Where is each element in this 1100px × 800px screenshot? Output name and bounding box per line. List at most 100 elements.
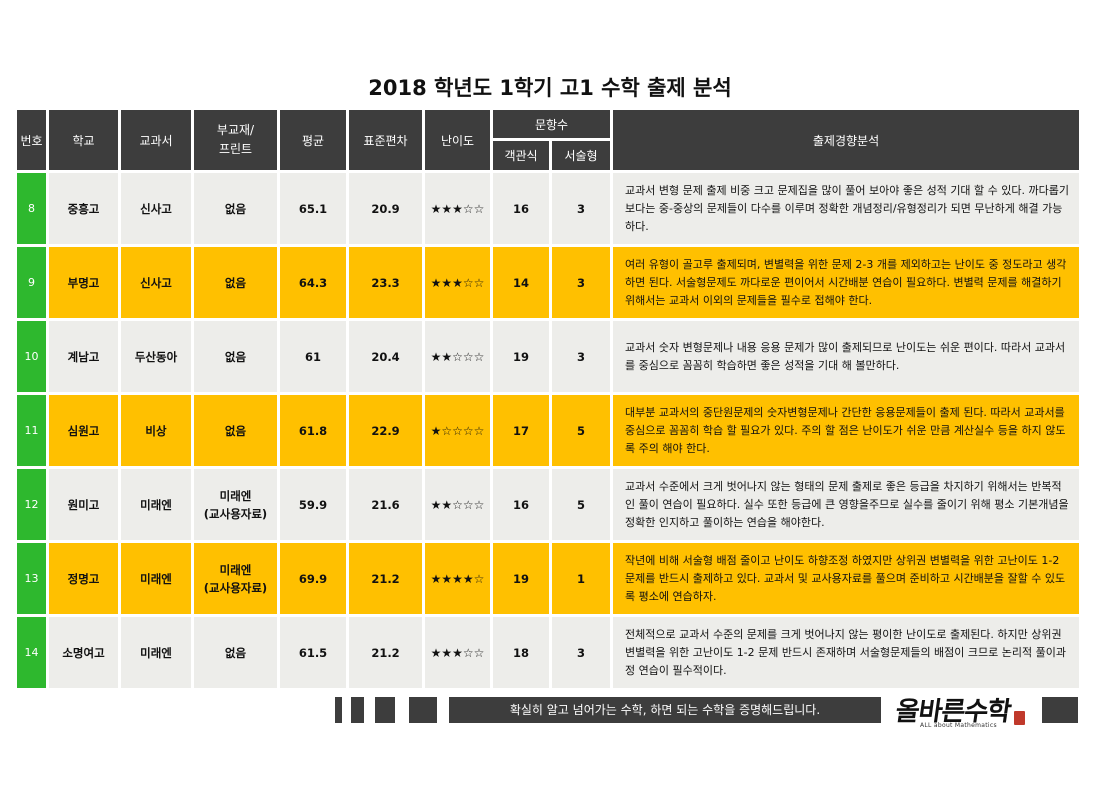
essay-count-cell: 3 (552, 173, 610, 244)
row-number: 9 (17, 247, 46, 318)
school-cell: 원미고 (49, 469, 118, 540)
average-cell: 61 (280, 321, 346, 392)
difficulty-cell: ★☆☆☆☆ (425, 395, 490, 466)
analysis-cell: 교과서 변형 문제 출제 비중 크고 문제집을 많이 풀어 보아야 좋은 성적 … (613, 173, 1079, 244)
row-number: 12 (17, 469, 46, 540)
essay-count-cell: 1 (552, 543, 610, 614)
table-row: 12 원미고 미래엔 미래엔 (교사용자료) 59.9 21.6 ★★☆☆☆ 16 5 교과서 수… (17, 469, 1079, 540)
stddev-cell: 23.3 (349, 247, 422, 318)
stddev-cell: 21.2 (349, 617, 422, 688)
header-difficulty: 난이도 (425, 110, 490, 170)
textbook-cell: 신사고 (121, 173, 191, 244)
footer-bar-2 (351, 697, 364, 723)
header-question-count: 문항수 (493, 110, 610, 138)
header-analysis: 출제경향분석 (613, 110, 1079, 170)
table-row: 8 중흥고 신사고 없음 65.1 20.9 ★★★☆☆ 16 3 교과서 변형 문제 출제 비중… (17, 173, 1079, 244)
header-average: 평균 (280, 110, 346, 170)
difficulty-cell: ★★★☆☆ (425, 247, 490, 318)
table-row: 14 소명여고 미래엔 없음 61.5 21.2 ★★★☆☆ 18 3 전체적으로 교과서 수준의… (17, 617, 1079, 688)
textbook-cell: 신사고 (121, 247, 191, 318)
supplement-cell: 없음 (194, 247, 277, 318)
analysis-cell: 교과서 숫자 변형문제나 내용 응용 문제가 많이 출제되므로 난이도는 쉬운 … (613, 321, 1079, 392)
footer-slogan: 확실히 알고 넘어가는 수학, 하면 되는 수학을 증명해드립니다. (449, 697, 881, 723)
difficulty-cell: ★★☆☆☆ (425, 469, 490, 540)
analysis-cell: 여러 유형이 골고루 출제되며, 변별력을 위한 문제 2-3 개를 제외하고는… (613, 247, 1079, 318)
difficulty-cell: ★★★☆☆ (425, 617, 490, 688)
row-number: 8 (17, 173, 46, 244)
school-cell: 정명고 (49, 543, 118, 614)
supplement-cell: 미래엔 (교사용자료) (194, 469, 277, 540)
textbook-cell: 미래엔 (121, 469, 191, 540)
school-cell: 심원고 (49, 395, 118, 466)
page-title: 2018 학년도 1학기 고1 수학 출제 분석 (368, 76, 732, 100)
stddev-cell: 20.9 (349, 173, 422, 244)
average-cell: 61.8 (280, 395, 346, 466)
analysis-table: 번호 학교 교과서 부교재/ 프린트 평균 표준편차 난이도 문항수 출제경향분… (14, 107, 1082, 691)
essay-count-cell: 5 (552, 469, 610, 540)
table-row: 13 정명고 미래엔 미래엔 (교사용자료) 69.9 21.2 ★★★★☆ 19 1 작년에 비… (17, 543, 1079, 614)
header-essay: 서술형 (552, 141, 610, 170)
textbook-cell: 두산동아 (121, 321, 191, 392)
stddev-cell: 20.4 (349, 321, 422, 392)
table-row: 10 계남고 두산동아 없음 61 20.4 ★★☆☆☆ 19 3 교과서 숫자 변형문제나 내용… (17, 321, 1079, 392)
difficulty-cell: ★★☆☆☆ (425, 321, 490, 392)
essay-count-cell: 3 (552, 617, 610, 688)
average-cell: 59.9 (280, 469, 346, 540)
logo-seal-icon (1014, 711, 1025, 725)
objective-count-cell: 18 (493, 617, 549, 688)
school-cell: 부명고 (49, 247, 118, 318)
header-school: 학교 (49, 110, 118, 170)
analysis-cell: 전체적으로 교과서 수준의 문제를 크게 벗어나지 않는 평이한 난이도로 출제… (613, 617, 1079, 688)
textbook-cell: 비상 (121, 395, 191, 466)
supplement-cell: 없음 (194, 173, 277, 244)
objective-count-cell: 16 (493, 173, 549, 244)
average-cell: 69.9 (280, 543, 346, 614)
stddev-cell: 22.9 (349, 395, 422, 466)
footer-bar-right (1042, 697, 1078, 723)
average-cell: 61.5 (280, 617, 346, 688)
row-number: 10 (17, 321, 46, 392)
header-no: 번호 (17, 110, 46, 170)
difficulty-cell: ★★★★☆ (425, 543, 490, 614)
footer-bar-3 (375, 697, 395, 723)
header-supplement: 부교재/ 프린트 (194, 110, 277, 170)
header-objective: 객관식 (493, 141, 549, 170)
analysis-cell: 교과서 수준에서 크게 벗어나지 않는 형태의 문제 출제로 좋은 등급을 차지… (613, 469, 1079, 540)
textbook-cell: 미래엔 (121, 617, 191, 688)
supplement-cell: 없음 (194, 395, 277, 466)
average-cell: 64.3 (280, 247, 346, 318)
objective-count-cell: 19 (493, 543, 549, 614)
average-cell: 65.1 (280, 173, 346, 244)
table-body: 8 중흥고 신사고 없음 65.1 20.9 ★★★☆☆ 16 3 교과서 변형 문제 출제 비중… (17, 173, 1079, 688)
objective-count-cell: 14 (493, 247, 549, 318)
table-row: 9 부명고 신사고 없음 64.3 23.3 ★★★☆☆ 14 3 여러 유형이 골고루 출제되며… (17, 247, 1079, 318)
objective-count-cell: 19 (493, 321, 549, 392)
analysis-cell: 작년에 비해 서술형 배점 줄이고 난이도 하향조정 하였지만 상위권 변별력을… (613, 543, 1079, 614)
brand-logo: 올바른수학 ALL about Mathematics (894, 691, 1026, 733)
stddev-cell: 21.2 (349, 543, 422, 614)
difficulty-cell: ★★★☆☆ (425, 173, 490, 244)
header-textbook: 교과서 (121, 110, 191, 170)
objective-count-cell: 16 (493, 469, 549, 540)
essay-count-cell: 3 (552, 247, 610, 318)
stddev-cell: 21.6 (349, 469, 422, 540)
logo-subtitle: ALL about Mathematics (920, 722, 997, 729)
essay-count-cell: 3 (552, 321, 610, 392)
supplement-cell: 없음 (194, 617, 277, 688)
row-number: 14 (17, 617, 46, 688)
school-cell: 계남고 (49, 321, 118, 392)
school-cell: 중흥고 (49, 173, 118, 244)
row-number: 11 (17, 395, 46, 466)
header-stddev: 표준편차 (349, 110, 422, 170)
objective-count-cell: 17 (493, 395, 549, 466)
textbook-cell: 미래엔 (121, 543, 191, 614)
analysis-cell: 대부분 교과서의 중단원문제의 숫자변형문제나 간단한 응용문제들이 출제 된다… (613, 395, 1079, 466)
footer-bar-1 (335, 697, 342, 723)
table-row: 11 심원고 비상 없음 61.8 22.9 ★☆☆☆☆ 17 5 대부분 교과서의 중단원문제의… (17, 395, 1079, 466)
row-number: 13 (17, 543, 46, 614)
school-cell: 소명여고 (49, 617, 118, 688)
supplement-cell: 미래엔 (교사용자료) (194, 543, 277, 614)
supplement-cell: 없음 (194, 321, 277, 392)
footer-bar-4 (409, 697, 437, 723)
essay-count-cell: 5 (552, 395, 610, 466)
